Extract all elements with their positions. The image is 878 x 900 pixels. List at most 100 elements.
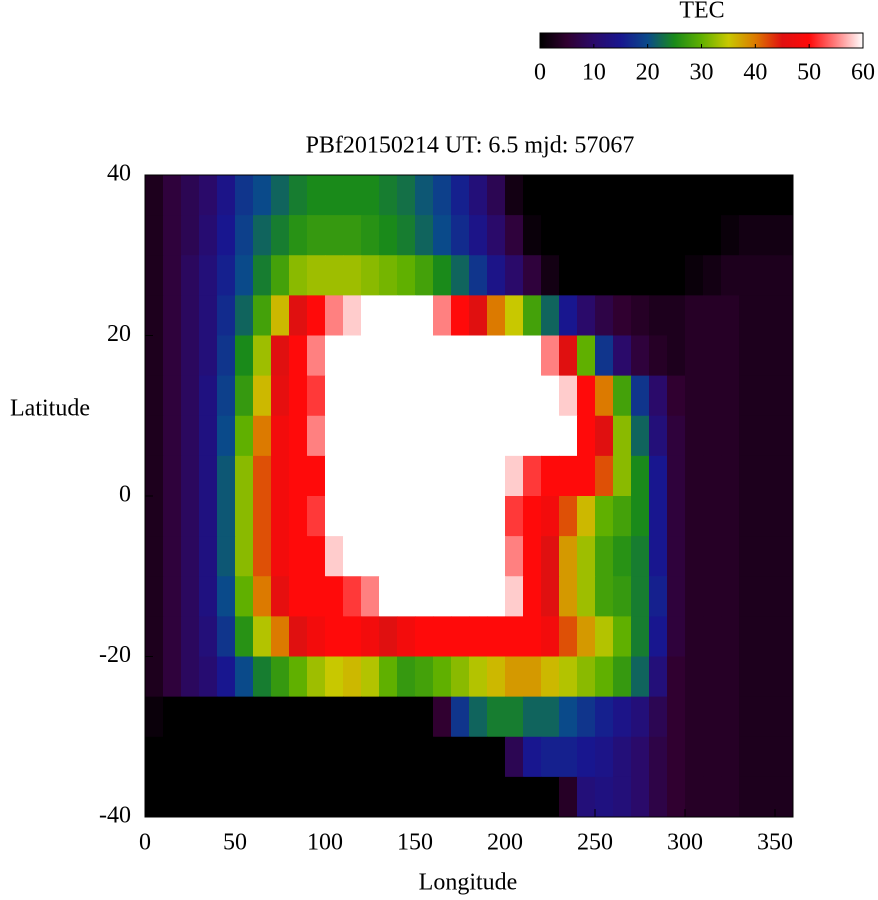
heatmap-cell bbox=[289, 215, 308, 256]
heatmap-cell bbox=[541, 616, 560, 657]
heatmap-cell bbox=[289, 616, 308, 657]
heatmap-cell bbox=[271, 616, 290, 657]
heatmap-cell bbox=[505, 255, 524, 296]
heatmap-cell bbox=[757, 696, 776, 738]
heatmap-cell bbox=[649, 536, 668, 577]
heatmap-cell bbox=[217, 616, 236, 657]
heatmap-cell bbox=[163, 776, 182, 818]
heatmap-cell bbox=[433, 696, 452, 738]
heatmap-cell bbox=[721, 175, 740, 216]
heatmap-cell bbox=[217, 175, 236, 216]
heatmap-cell bbox=[181, 736, 200, 778]
heatmap-cell bbox=[271, 736, 290, 778]
x-tick-label: 0 bbox=[139, 830, 151, 856]
heatmap-cell bbox=[469, 415, 488, 457]
heatmap-cell bbox=[613, 576, 632, 617]
heatmap-cell bbox=[721, 335, 740, 377]
heatmap-cell bbox=[559, 455, 578, 497]
heatmap-cell bbox=[199, 175, 218, 216]
heatmap-cell bbox=[739, 696, 758, 738]
heatmap-cell bbox=[397, 415, 416, 457]
heatmap-cell bbox=[505, 536, 524, 577]
heatmap-cell bbox=[739, 335, 758, 377]
heatmap-cell bbox=[217, 375, 236, 417]
heatmap-cell bbox=[667, 496, 686, 537]
heatmap-cell bbox=[505, 776, 524, 818]
heatmap-cell bbox=[253, 335, 272, 377]
heatmap-cell bbox=[595, 415, 614, 457]
heatmap-cell bbox=[361, 215, 380, 256]
heatmap-cell bbox=[145, 455, 164, 497]
heatmap-cell bbox=[523, 375, 542, 417]
heatmap-cell bbox=[235, 736, 254, 778]
heatmap-cell bbox=[163, 656, 182, 698]
heatmap-cell bbox=[361, 255, 380, 296]
heatmap-cell bbox=[649, 295, 668, 336]
heatmap-cell bbox=[199, 215, 218, 256]
heatmap-cell bbox=[253, 776, 272, 818]
heatmap-cell bbox=[163, 375, 182, 417]
heatmap-cell bbox=[631, 455, 650, 497]
heatmap-cell bbox=[613, 175, 632, 216]
heatmap-cell bbox=[289, 776, 308, 818]
x-axis-label: Longitude bbox=[419, 870, 518, 896]
heatmap-cell bbox=[649, 576, 668, 617]
heatmap-cell bbox=[289, 375, 308, 417]
heatmap-cell bbox=[703, 576, 722, 617]
heatmap-cell bbox=[685, 375, 704, 417]
heatmap-cell bbox=[487, 415, 506, 457]
heatmap-cell bbox=[181, 696, 200, 738]
heatmap-cell bbox=[325, 295, 344, 336]
heatmap-cell bbox=[325, 616, 344, 657]
heatmap-cell bbox=[451, 576, 470, 617]
heatmap-cell bbox=[595, 656, 614, 698]
heatmap-cell bbox=[685, 616, 704, 657]
heatmap-cell bbox=[721, 375, 740, 417]
heatmap-cell bbox=[379, 215, 398, 256]
heatmap-cell bbox=[415, 656, 434, 698]
heatmap-cell bbox=[631, 375, 650, 417]
heatmap-cell bbox=[487, 175, 506, 216]
heatmap-cell bbox=[271, 576, 290, 617]
heatmap-cell bbox=[379, 536, 398, 577]
heatmap-cell bbox=[739, 736, 758, 778]
heatmap-cell bbox=[145, 576, 164, 617]
heatmap-cell bbox=[541, 455, 560, 497]
heatmap-cell bbox=[559, 415, 578, 457]
heatmap-cell bbox=[415, 375, 434, 417]
heatmap-cell bbox=[703, 656, 722, 698]
heatmap-cell bbox=[757, 375, 776, 417]
heatmap-cell bbox=[703, 255, 722, 296]
heatmap-cell bbox=[487, 616, 506, 657]
heatmap-cell bbox=[487, 335, 506, 377]
heatmap-cell bbox=[631, 536, 650, 577]
heatmap-cell bbox=[685, 736, 704, 778]
heatmap-cell bbox=[559, 255, 578, 296]
heatmap-cell bbox=[559, 536, 578, 577]
heatmap-cell bbox=[217, 656, 236, 698]
heatmap-cell bbox=[181, 295, 200, 336]
heatmap-cell bbox=[739, 656, 758, 698]
heatmap-cell bbox=[253, 215, 272, 256]
heatmap-cell bbox=[703, 175, 722, 216]
heatmap-cell bbox=[235, 696, 254, 738]
heatmap-cell bbox=[181, 576, 200, 617]
heatmap-cell bbox=[559, 696, 578, 738]
x-tick-label: 200 bbox=[487, 830, 523, 856]
heatmap-cell bbox=[649, 616, 668, 657]
heatmap-cell bbox=[541, 375, 560, 417]
heatmap-cell bbox=[145, 616, 164, 657]
heatmap-cell bbox=[523, 696, 542, 738]
heatmap-cell bbox=[379, 415, 398, 457]
heatmap-cell bbox=[505, 656, 524, 698]
heatmap-cell bbox=[595, 335, 614, 377]
heatmap-cell bbox=[235, 255, 254, 296]
heatmap-cell bbox=[325, 496, 344, 537]
heatmap-cell bbox=[613, 375, 632, 417]
heatmap-cell bbox=[433, 616, 452, 657]
heatmap-cell bbox=[145, 696, 164, 738]
heatmap-cell bbox=[487, 375, 506, 417]
heatmap-cell bbox=[577, 656, 596, 698]
heatmap-cell bbox=[163, 536, 182, 577]
